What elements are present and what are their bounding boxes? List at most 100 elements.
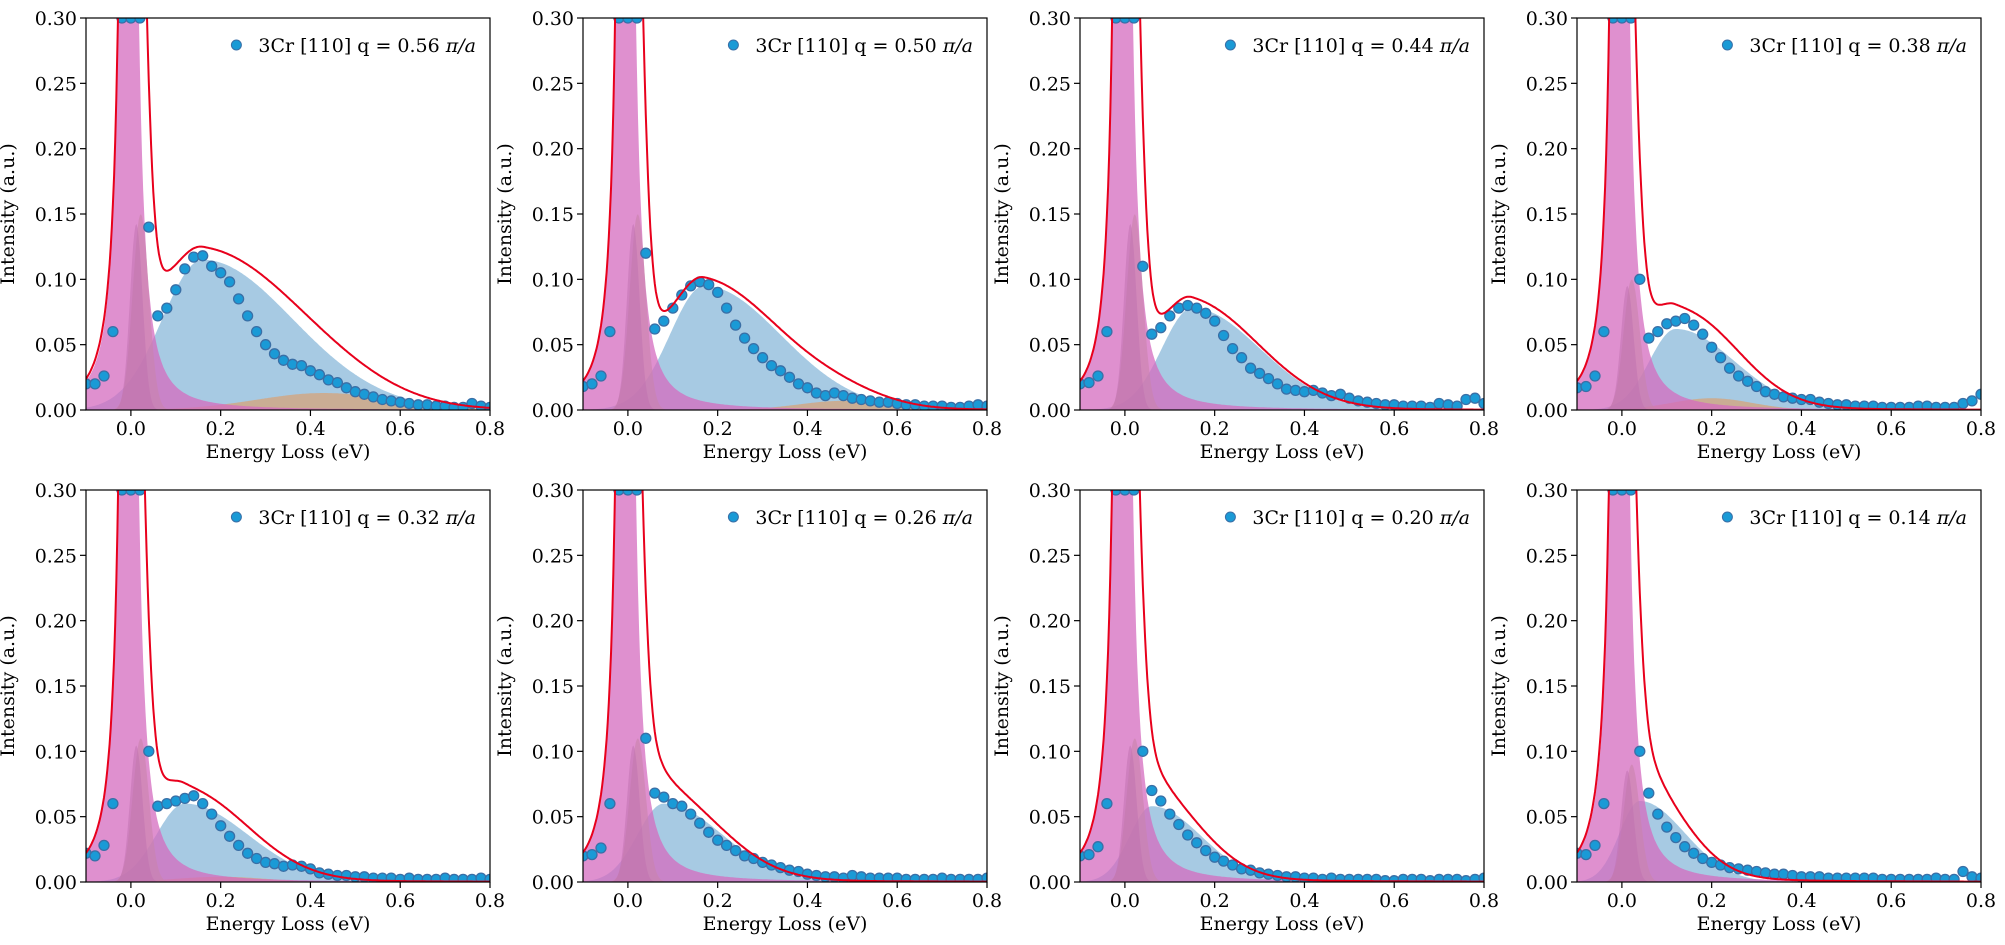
x-axis-label: Energy Loss (eV) [206, 913, 371, 935]
data-point [1280, 383, 1293, 395]
data-point [685, 280, 697, 292]
legend-label: 3Cr [110] q = 0.26 π/a [755, 507, 973, 529]
fit-line [86, 18, 490, 409]
data-point [981, 400, 987, 410]
y-tick-label: 0.15 [35, 204, 77, 226]
data-point [1643, 787, 1655, 799]
x-tick-label: 0.2 [206, 418, 236, 440]
y-tick-label: 0.05 [1526, 807, 1568, 829]
data-point [295, 359, 308, 372]
plasmon-component [86, 803, 490, 882]
legend-label: 3Cr [110] q = 0.32 π/a [258, 507, 476, 529]
y-tick-label: 0.30 [35, 480, 77, 502]
elastic-component [86, 490, 490, 882]
data-point [1580, 848, 1592, 861]
x-tick-label: 0.8 [1469, 890, 1499, 912]
data-point [1262, 372, 1275, 385]
y-tick-label: 0.25 [1526, 73, 1568, 95]
y-tick-label: 0.05 [35, 335, 77, 357]
y-tick-label: 0.05 [532, 335, 574, 357]
data-point [1616, 18, 1628, 24]
x-tick-label: 0.6 [1876, 418, 1906, 440]
data-point [143, 221, 155, 233]
y-tick-label: 0.30 [1029, 480, 1071, 502]
legend-label: 3Cr [110] q = 0.38 π/a [1749, 35, 1967, 57]
x-tick-label: 0.6 [1379, 890, 1409, 912]
x-tick-label: 0.0 [116, 890, 146, 912]
data-point [1643, 332, 1655, 344]
plasmon-component [1080, 308, 1484, 410]
data-point [1137, 260, 1149, 272]
x-tick-label: 0.6 [385, 890, 415, 912]
y-tick-label: 0.30 [532, 480, 574, 502]
y-tick-label: 0.25 [1526, 545, 1568, 567]
y-tick-label: 0.25 [532, 73, 574, 95]
y-axis-label: Intensity (a.u.) [991, 143, 1013, 285]
legend-label: 3Cr [110] q = 0.56 π/a [258, 35, 476, 57]
data-point [1966, 871, 1978, 882]
data-point [631, 18, 643, 24]
data-point [1697, 328, 1709, 340]
legend-label: 3Cr [110] q = 0.14 π/a [1749, 507, 1967, 529]
data-point [1433, 397, 1445, 410]
y-tick-label: 0.15 [1029, 676, 1071, 698]
x-tick-label: 0.0 [1607, 418, 1637, 440]
data-point [313, 369, 326, 381]
data-point [1634, 273, 1646, 285]
x-tick-label: 0.6 [385, 418, 415, 440]
plasmon-component [583, 285, 987, 410]
y-tick-label: 0.05 [532, 807, 574, 829]
data-point [703, 278, 715, 291]
data-point [197, 797, 209, 810]
legend-marker [230, 39, 242, 51]
data-point [640, 732, 652, 744]
elastic-component [86, 18, 490, 410]
y-axis-label: Intensity (a.u.) [0, 143, 19, 285]
legend-marker [230, 511, 242, 523]
data-point [1092, 370, 1104, 382]
legend-label: 3Cr [110] q = 0.44 π/a [1252, 35, 1470, 57]
plasmon-component [1577, 329, 1981, 410]
data-point [125, 490, 137, 496]
data-point [107, 325, 119, 338]
y-tick-label: 0.20 [532, 139, 574, 161]
data-point [613, 490, 625, 496]
data-point [268, 348, 281, 360]
data-point [756, 352, 769, 364]
x-tick-label: 0.0 [116, 418, 146, 440]
legend-label: 3Cr [110] q = 0.50 π/a [755, 35, 973, 57]
data-point [1478, 397, 1484, 410]
x-tick-label: 0.2 [206, 890, 236, 912]
data-point [1155, 795, 1167, 807]
y-tick-label: 0.20 [1526, 611, 1568, 633]
x-tick-label: 0.4 [295, 418, 325, 440]
legend-marker [1224, 39, 1236, 51]
data-point [134, 490, 146, 496]
data-point [1714, 352, 1727, 364]
data-point [1966, 395, 1978, 407]
x-tick-label: 0.6 [1876, 890, 1906, 912]
data-point [586, 378, 598, 390]
panel-3: 0.0 0.2 0.4 0.6 0.8 0.00 0.05 0.10 0.15 0.20 0.25 0… [991, 8, 1499, 463]
shoulder-component [583, 400, 987, 410]
x-tick-label: 0.0 [1607, 890, 1637, 912]
y-tick-label: 0.10 [532, 269, 574, 291]
data-point [1101, 325, 1113, 338]
data-point [1679, 312, 1691, 325]
data-point [188, 790, 200, 802]
data-point [1128, 18, 1140, 24]
y-tick-label: 0.00 [1029, 872, 1071, 894]
data-point [622, 18, 634, 24]
data-point [241, 847, 254, 859]
data-point [89, 850, 101, 862]
legend-marker [1224, 511, 1236, 523]
legend-marker [1721, 511, 1733, 523]
x-tick-label: 0.4 [295, 890, 325, 912]
x-tick-label: 0.8 [972, 890, 1002, 912]
x-tick-label: 0.4 [1289, 890, 1319, 912]
x-tick-label: 0.8 [1469, 418, 1499, 440]
plot-area [583, 18, 987, 410]
data-point [613, 18, 625, 24]
y-tick-label: 0.00 [35, 872, 77, 894]
data-point [385, 395, 397, 407]
